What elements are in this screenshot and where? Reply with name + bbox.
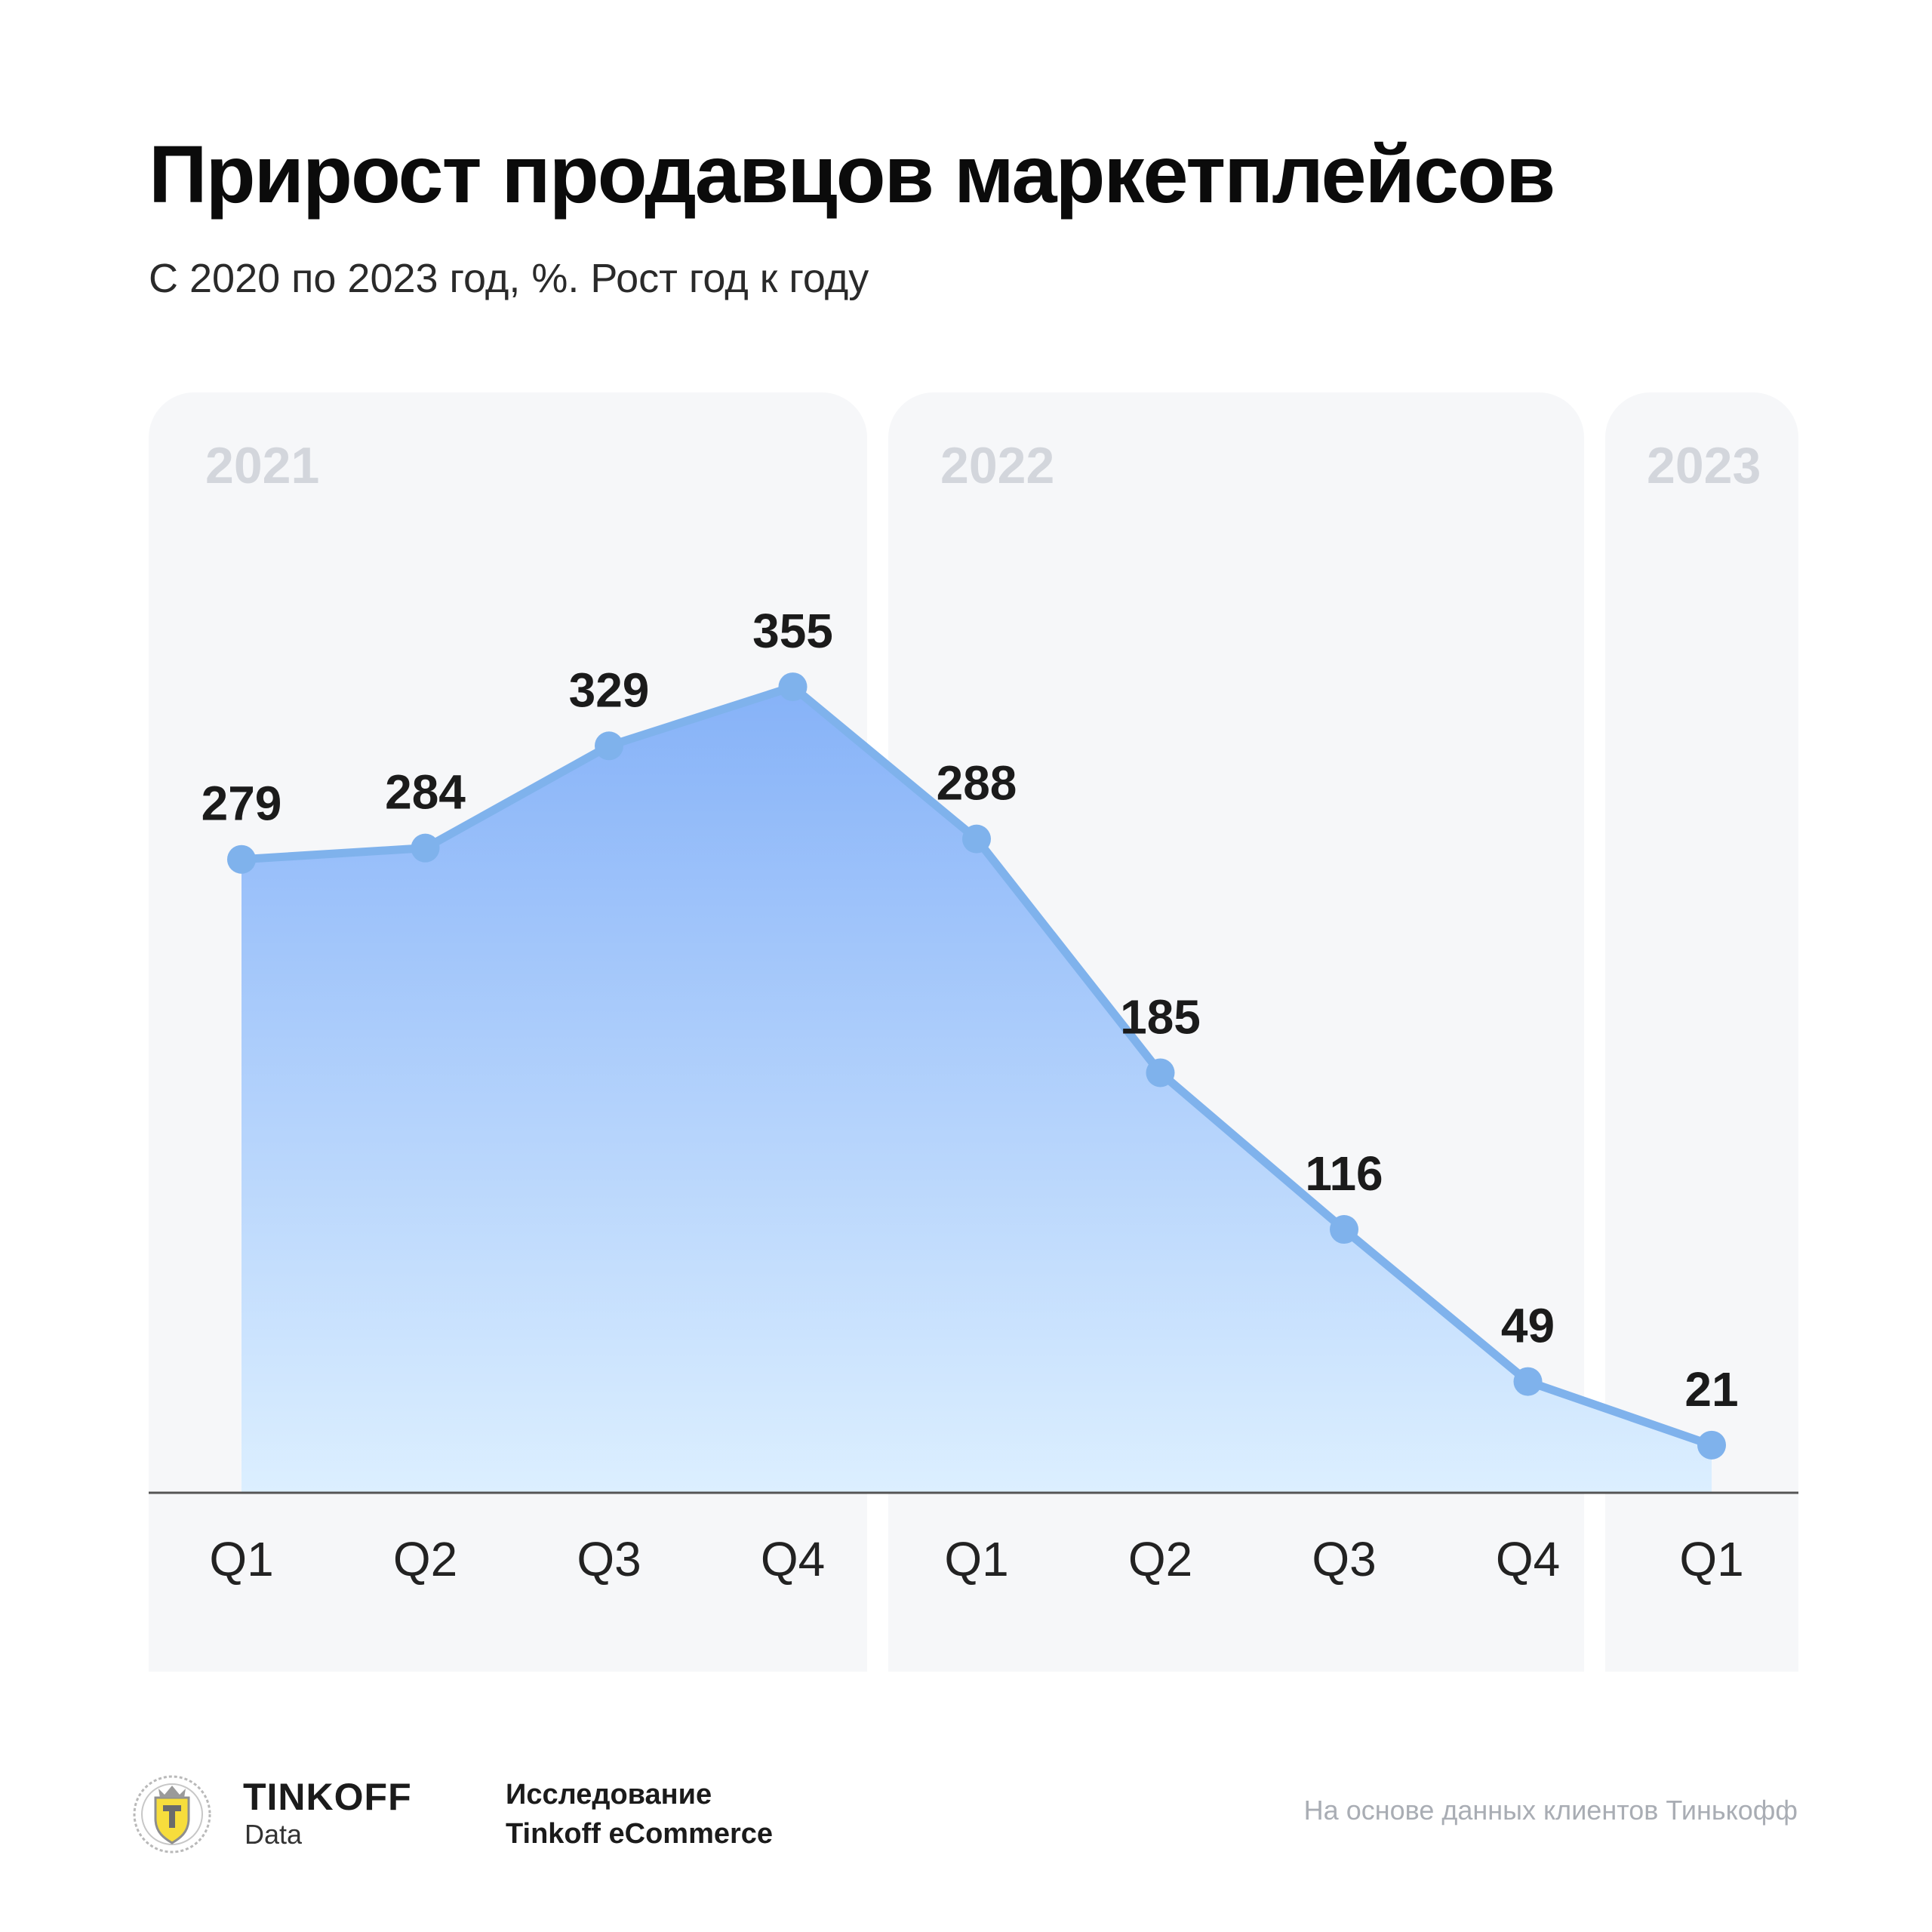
chart-title: Прирост продавцов маркетплейсов bbox=[149, 128, 1555, 220]
year-label-2022: 2022 bbox=[940, 437, 1055, 494]
data-point bbox=[1146, 1058, 1175, 1088]
x-tick-label: Q4 bbox=[761, 1532, 825, 1586]
data-point bbox=[1697, 1430, 1726, 1460]
data-label: 279 bbox=[202, 777, 282, 831]
x-tick-label: Q1 bbox=[1679, 1532, 1743, 1586]
research-label: Исследование Tinkoff eCommerce bbox=[506, 1775, 773, 1854]
data-point bbox=[1513, 1367, 1543, 1396]
area-fill bbox=[242, 687, 1712, 1493]
brand-name: TINKOFF bbox=[243, 1776, 412, 1818]
data-label: 185 bbox=[1120, 989, 1201, 1044]
data-label: 288 bbox=[937, 756, 1017, 811]
data-point bbox=[962, 824, 991, 854]
x-tick-label: Q1 bbox=[944, 1532, 1008, 1586]
source-note: На основе данных клиентов Тинькофф bbox=[1303, 1795, 1798, 1826]
data-point bbox=[411, 833, 440, 863]
brand-sub: Data bbox=[245, 1819, 303, 1850]
year-label-2023: 2023 bbox=[1647, 437, 1761, 494]
data-point bbox=[778, 672, 808, 702]
data-label: 21 bbox=[1684, 1362, 1738, 1417]
data-point bbox=[1330, 1215, 1358, 1244]
research-line-1: Исследование bbox=[506, 1779, 712, 1810]
x-tick-label: Q2 bbox=[1128, 1532, 1192, 1586]
x-tick-label: Q2 bbox=[393, 1532, 457, 1586]
x-tick-label: Q3 bbox=[577, 1532, 641, 1586]
x-tick-label: Q1 bbox=[209, 1532, 273, 1586]
data-label: 49 bbox=[1501, 1299, 1555, 1353]
data-label: 329 bbox=[569, 663, 650, 717]
data-label: 355 bbox=[752, 604, 833, 658]
chart-subtitle: С 2020 по 2023 год, %. Рост год к году bbox=[149, 256, 869, 301]
data-label: 116 bbox=[1305, 1146, 1383, 1201]
research-line-2: Tinkoff eCommerce bbox=[506, 1818, 774, 1850]
tinkoff-logo-icon bbox=[133, 1775, 211, 1854]
data-label: 284 bbox=[385, 765, 466, 820]
data-point bbox=[227, 844, 256, 874]
data-point bbox=[595, 731, 623, 761]
year-label-2021: 2021 bbox=[205, 437, 320, 494]
x-tick-label: Q3 bbox=[1312, 1532, 1376, 1586]
x-tick-label: Q4 bbox=[1496, 1532, 1560, 1586]
